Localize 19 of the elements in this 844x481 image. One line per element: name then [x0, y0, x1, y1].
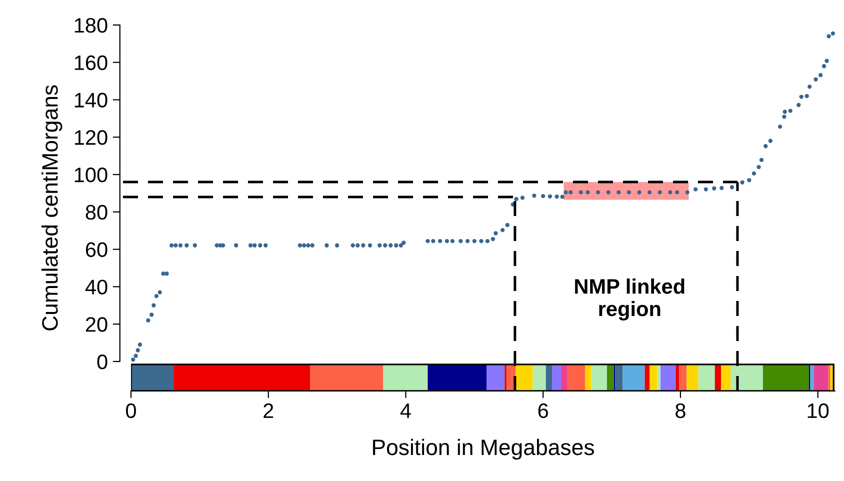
- x-tick-label: 4: [400, 404, 411, 418]
- y-tick-label: 140: [74, 92, 108, 108]
- y-tick-label: 80: [86, 204, 108, 220]
- y-tick-label: 20: [86, 317, 108, 332]
- y-axis-title: Cumulated centiMorgans: [42, 85, 62, 330]
- y-tick-label: 40: [85, 280, 108, 294]
- x-tick-label: 10: [808, 403, 829, 418]
- x-tick-label: 2: [264, 403, 274, 418]
- x-tick-label: 6: [538, 403, 548, 418]
- annotation: NMP linked region: [575, 278, 684, 320]
- x-tick-label: 8: [676, 403, 686, 418]
- y-tick-label: 160: [74, 55, 108, 70]
- y-tick-label: 180: [74, 18, 108, 33]
- y-tick-label: 100: [74, 168, 108, 182]
- x-tick-label: 0: [126, 403, 136, 418]
- y-tick-label: 0: [97, 354, 108, 370]
- y-tick-label: 60: [86, 242, 108, 258]
- y-tick-label: 120: [74, 130, 108, 145]
- x-axis-title: Position in Megabases: [373, 438, 594, 460]
